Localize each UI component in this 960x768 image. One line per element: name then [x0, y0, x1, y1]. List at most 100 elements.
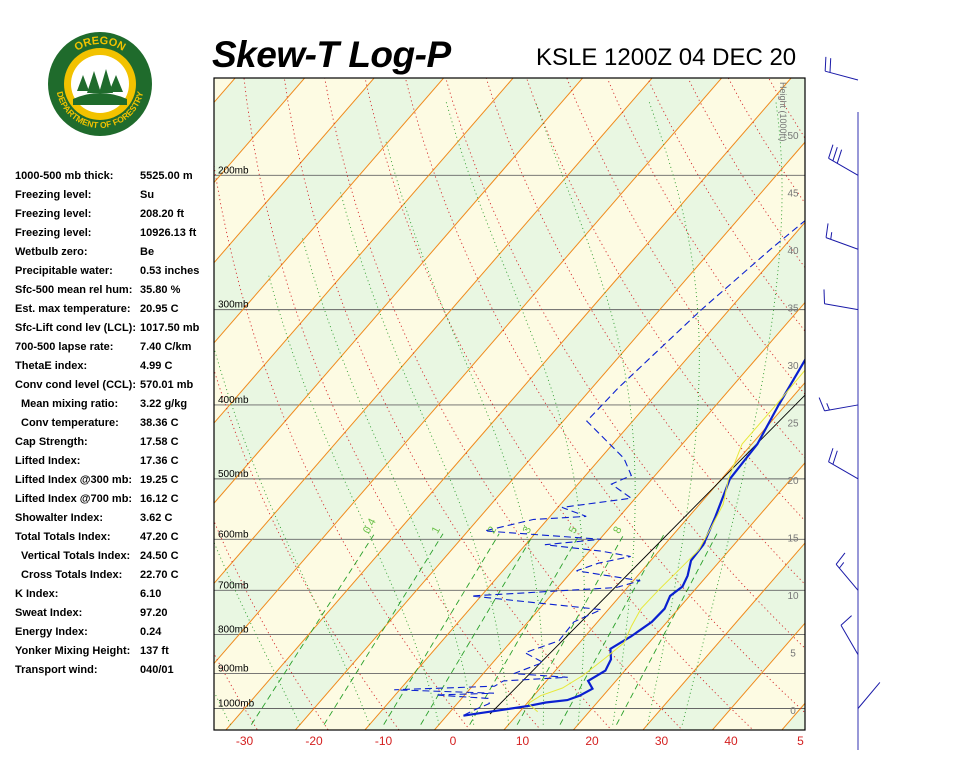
index-row: Sfc-500 mean rel hum: 35.80 %: [15, 281, 215, 300]
parcel-series-line: [527, 369, 805, 713]
wind-barb: [828, 157, 859, 176]
oregon-forestry-logo: OREGON DEPARTMENT OF FORESTRY: [48, 32, 152, 136]
temperature-tick-label: 0: [450, 734, 457, 748]
chart-title: Skew-T Log-P: [212, 34, 451, 75]
index-label: Sweat Index:: [15, 607, 83, 619]
temperature-tick-label: 10: [516, 734, 530, 748]
moist-adiabat: [339, 191, 509, 725]
series-layer: [394, 219, 805, 717]
temperature-band: [225, 78, 805, 730]
isotherm-line: [214, 78, 723, 665]
isotherm-line: [214, 78, 653, 585]
index-row: Wetbulb zero: Be: [15, 243, 215, 262]
index-row: Freezing level: Su: [15, 186, 215, 205]
dry-adiabat: [882, 6, 960, 740]
index-row: Est. max temperature: 20.95 C: [15, 300, 215, 319]
wind-barb-flag: [824, 56, 827, 72]
wind-barbs: [818, 56, 881, 750]
index-value: 20.95 C: [140, 303, 179, 315]
index-label: Lifted Index:: [15, 455, 81, 467]
wind-barb: [835, 563, 859, 591]
index-label: Precipitable water:: [15, 265, 113, 277]
index-label: 700-500 lapse rate:: [15, 341, 114, 353]
wind-barb-flag: [825, 223, 829, 238]
isotherm-line: [214, 78, 514, 424]
wind-barb: [828, 461, 859, 480]
index-label: Conv temperature:: [21, 417, 119, 429]
plot-frame: [213, 77, 806, 731]
wind-barb: [825, 70, 859, 81]
stability-indices-panel: 1000-500 mb thick: 5525.00 m Freezing leve…: [15, 167, 215, 680]
temperature-tick-label: 30: [655, 734, 669, 748]
index-value: 137 ft: [140, 645, 169, 657]
index-label: Conv cond level (CCL):: [15, 379, 137, 391]
index-label: Yonker Mixing Height:: [15, 645, 131, 657]
isotherm-line: [294, 141, 805, 730]
dry-adiabat: [647, 78, 805, 332]
wind-barb-flag: [836, 149, 843, 164]
index-value: 1017.50 mb: [140, 322, 200, 334]
wind-barb-flag: [832, 450, 838, 465]
wind-barb-flag: [835, 552, 846, 565]
index-value: 17.36 C: [140, 455, 179, 467]
height-tick-label: 30: [787, 361, 799, 372]
temperature-tick-label: 20: [585, 734, 599, 748]
mixing-ratio-line: [383, 533, 500, 725]
wind-barb-half-flag: [830, 232, 833, 240]
dry-adiabat: [920, 6, 960, 740]
index-label: Showalter Index:: [15, 512, 104, 524]
mixing-ratio-label: 1: [430, 525, 443, 536]
temperature-band: [912, 6, 960, 740]
index-value: 97.20: [140, 607, 168, 619]
index-label: Sfc-500 mean rel hum:: [15, 284, 133, 296]
isotherm-line: [214, 78, 375, 264]
mixing-ratio-label: 8: [611, 525, 624, 536]
isotherm-line: [843, 6, 960, 740]
index-row: Freezing level: 208.20 ft: [15, 205, 215, 224]
moist-adiabat: [214, 541, 301, 725]
moist-adiabat: [268, 274, 440, 725]
mixing-ratio-line: [559, 533, 665, 725]
index-value: Be: [140, 246, 155, 258]
index-row: 1000-500 mb thick: 5525.00 m: [15, 167, 215, 186]
temperature-tick-label: -10: [375, 734, 393, 748]
mixing-ratio-label: 5: [567, 525, 580, 536]
pressure-tick-label: 900mb: [218, 664, 249, 675]
temperature-tick-label: 40: [724, 734, 738, 748]
height-axis-title: Height (1000ft): [778, 82, 788, 142]
index-value: 3.22 g/kg: [140, 398, 188, 410]
pressure-tick-label: 400mb: [218, 395, 249, 406]
index-row: Transport wind: 040/01: [15, 661, 215, 680]
wind-barb: [840, 624, 859, 655]
index-label: Lifted Index @700 mb:: [15, 493, 133, 505]
index-label: Freezing level:: [15, 227, 92, 239]
index-row: Showalter Index: 3.62 C: [15, 509, 215, 528]
index-row: Lifted Index @700 mb: 16.12 C: [15, 490, 215, 509]
temperature-series-line: [463, 358, 805, 717]
wind-barb-half-flag: [826, 403, 830, 411]
index-row: Freezing level: 10926.13 ft: [15, 224, 215, 243]
wind-barb: [824, 303, 859, 311]
height-tick-label: 25: [787, 419, 799, 430]
index-value: 6.10: [140, 588, 162, 600]
wind-barb-flag: [823, 289, 826, 304]
mixing-ratio-line: [516, 533, 625, 725]
isotherm-line: [214, 78, 584, 504]
index-row: Vertical Totals Index: 24.50 C: [15, 547, 215, 566]
pressure-tick-label: 600mb: [218, 529, 249, 540]
wind-barb: [857, 682, 881, 709]
index-row: ThetaE index: 4.99 C: [15, 357, 215, 376]
index-row: Sfc-Lift cond lev (LCL): 1017.50 mb: [15, 319, 215, 338]
dry-adiabat: [606, 78, 805, 396]
index-label: Cap Strength:: [15, 436, 88, 448]
height-tick-label: 10: [787, 591, 799, 602]
index-row: 700-500 lapse rate: 7.40 C/km: [15, 338, 215, 357]
index-label: Freezing level:: [15, 189, 92, 201]
height-tick-label: 0: [790, 706, 796, 717]
index-label: Cross Totals Index:: [21, 569, 123, 581]
index-label: Freezing level:: [15, 208, 92, 220]
mixing-ratio-line: [323, 533, 444, 725]
index-label: Est. max temperature:: [15, 303, 131, 315]
height-tick-label: 40: [787, 246, 799, 257]
mixing-ratio-line: [250, 533, 375, 725]
